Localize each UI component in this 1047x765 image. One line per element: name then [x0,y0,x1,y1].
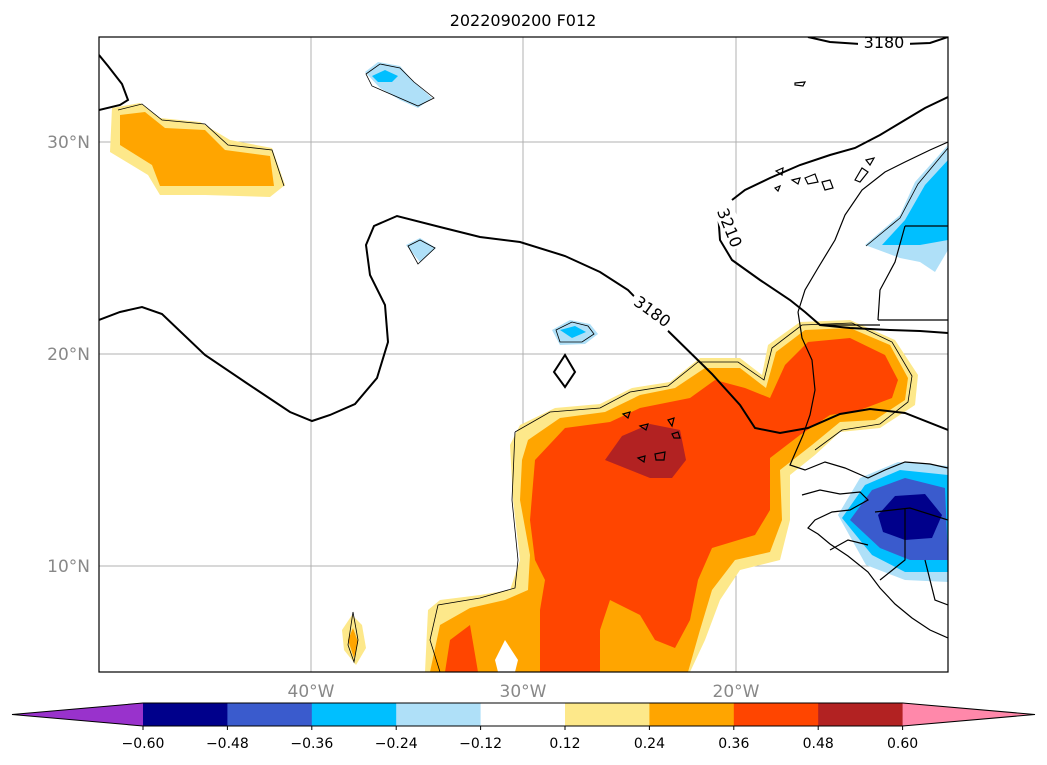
lat-label-10n: 10°N [47,557,90,577]
coastlines [621,81,948,639]
map-area: 3180 3210 3180 [99,33,948,672]
colorbar-segment [649,703,735,726]
map-frame [98,36,949,673]
colorbar-segment [565,703,650,726]
colorbar-segment [227,703,313,726]
positive-anomaly-northwest [110,103,285,197]
colorbar-segment [396,703,482,726]
negative-anomaly-patches [365,62,948,582]
lon-label-40w: 40°W [288,682,335,702]
colorbar-segment [818,703,904,726]
lat-label-20n: 20°N [47,345,90,365]
colorbar-tick-label: 0.60 [887,736,918,752]
contour-label-3180-top: 3180 [864,33,905,52]
colorbar-segment [480,703,566,726]
colorbar-extend-low [12,703,143,726]
map-title: 2022090200 F012 [450,11,597,30]
lat-label-30n: 30°N [47,133,90,153]
lon-label-20w: 20°W [713,682,760,702]
positive-anomaly-small [342,611,366,665]
colorbar-tick-label: −0.36 [290,736,333,752]
colorbar-extend-high [902,703,1035,726]
lon-label-30w: 30°W [500,682,547,702]
colorbar-tick-label: 0.48 [803,736,834,752]
positive-anomaly-main [425,320,918,672]
colorbar-tick-label: −0.48 [206,736,249,752]
colorbar-segment [733,703,819,726]
colorbar-tick-label: 0.12 [549,736,580,752]
colorbar-segment [311,703,397,726]
colorbar: −0.60 −0.48 −0.36 −0.24 −0.12 0.12 0.24 0.36 0.4… [11,702,1036,752]
colorbar-tick-label: −0.60 [122,736,165,752]
colorbar-segment [143,703,228,726]
colorbar-tick-label: 0.24 [634,736,665,752]
colorbar-tick-label: −0.24 [375,736,418,752]
colorbar-tick-label: −0.12 [459,736,502,752]
longitude-labels: 40°W 30°W 20°W [288,682,760,702]
latitude-labels: 30°N 20°N 10°N [47,133,90,577]
colorbar-tick-label: 0.36 [718,736,749,752]
